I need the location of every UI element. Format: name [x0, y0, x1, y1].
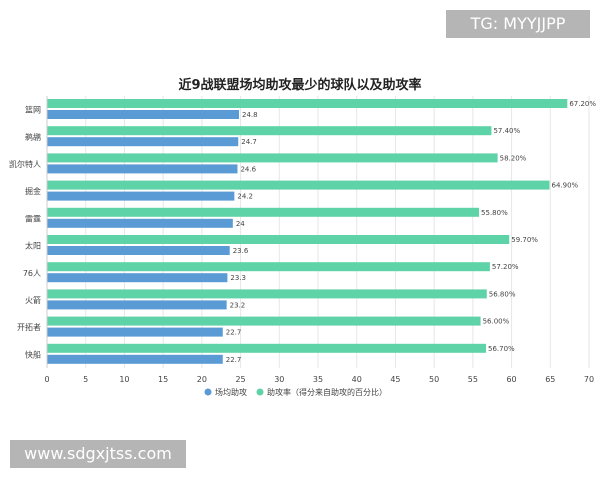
- data-label-rate: 57.20%: [492, 263, 519, 271]
- bar-assists: [47, 164, 238, 174]
- x-tick-label: 0: [44, 375, 49, 384]
- category-label: 雷霆: [25, 214, 41, 223]
- x-tick-label: 15: [158, 375, 168, 384]
- data-label-assists: 23.6: [233, 247, 249, 255]
- category-label: 开拓者: [17, 322, 41, 332]
- category-label: 76人: [23, 269, 41, 278]
- x-tick-label: 35: [313, 375, 323, 384]
- x-tick-label: 70: [584, 375, 594, 384]
- x-tick-label: 55: [468, 375, 478, 384]
- x-tick-label: 20: [197, 375, 207, 384]
- bar-assists: [47, 354, 223, 364]
- data-label-assists: 24.8: [242, 111, 258, 119]
- data-label-rate: 56.80%: [489, 290, 516, 298]
- data-label-rate: 59.70%: [511, 236, 538, 244]
- category-label: 太阳: [25, 241, 41, 251]
- bar-rate: [47, 262, 490, 272]
- bar-assists: [47, 246, 230, 255]
- bar-rate: [47, 207, 480, 217]
- data-label-assists: 22.7: [226, 356, 242, 364]
- chart-title: 近9战联盟场均助攻最少的球队以及助攻率: [178, 77, 421, 93]
- bar-rate: [47, 316, 481, 326]
- data-label-rate: 58.20%: [500, 154, 527, 162]
- data-label-assists: 24.2: [237, 193, 253, 201]
- data-label-rate: 56.00%: [483, 318, 510, 326]
- bar-assists: [47, 191, 235, 201]
- bar-assists: [47, 300, 227, 310]
- x-tick-label: 5: [83, 375, 88, 384]
- category-label: 掘金: [25, 186, 41, 196]
- x-tick-label: 30: [274, 375, 284, 384]
- x-tick-label: 40: [352, 375, 362, 384]
- category-label: 鹈鹕: [25, 132, 41, 142]
- bar-rate: [47, 126, 492, 136]
- x-tick-label: 10: [119, 375, 129, 384]
- category-label: 快船: [25, 349, 41, 359]
- data-label-assists: 24.6: [240, 165, 256, 173]
- bar-assists: [47, 110, 240, 119]
- bar-assists: [47, 137, 239, 147]
- legend-label-rate: 助攻率（得分来自助攻的百分比）: [267, 387, 387, 397]
- data-label-rate: 55.80%: [481, 209, 508, 217]
- category-label: 篮网: [25, 105, 41, 115]
- category-label: 火箭: [25, 295, 41, 305]
- category-label: 凯尔特人: [9, 159, 41, 169]
- x-tick-label: 50: [429, 375, 439, 384]
- legend-label-assists: 场均助攻: [215, 387, 247, 397]
- data-label-assists: 22.7: [226, 329, 242, 337]
- x-tick-label: 65: [545, 375, 555, 384]
- bar-rate: [47, 343, 487, 353]
- x-tick-label: 60: [506, 375, 516, 384]
- bar-rate: [47, 289, 487, 299]
- legend-marker-assists: [204, 388, 212, 396]
- data-label-assists: 23.2: [230, 301, 246, 309]
- bar-rate: [47, 235, 510, 244]
- x-tick-label: 45: [390, 375, 400, 384]
- bar-assists: [47, 273, 228, 283]
- watermark-bottom: www.sdgxjtss.com: [10, 440, 186, 468]
- bar-rate: [47, 180, 550, 190]
- data-label-rate: 64.90%: [552, 182, 579, 190]
- data-label-rate: 57.40%: [493, 127, 520, 135]
- legend-marker-rate: [256, 388, 264, 396]
- data-label-rate: 67.20%: [569, 100, 596, 108]
- data-label-assists: 23.3: [230, 274, 246, 282]
- bar-assists: [47, 218, 233, 228]
- x-tick-label: 25: [235, 375, 245, 384]
- data-label-assists: 24: [236, 220, 245, 228]
- data-label-assists: 24.7: [241, 138, 257, 146]
- data-label-rate: 56.70%: [488, 345, 515, 353]
- watermark-top: TG: MYYJJPP: [446, 10, 590, 38]
- bar-assists: [47, 327, 223, 337]
- bar-rate: [47, 99, 568, 108]
- bar-rate: [47, 153, 498, 163]
